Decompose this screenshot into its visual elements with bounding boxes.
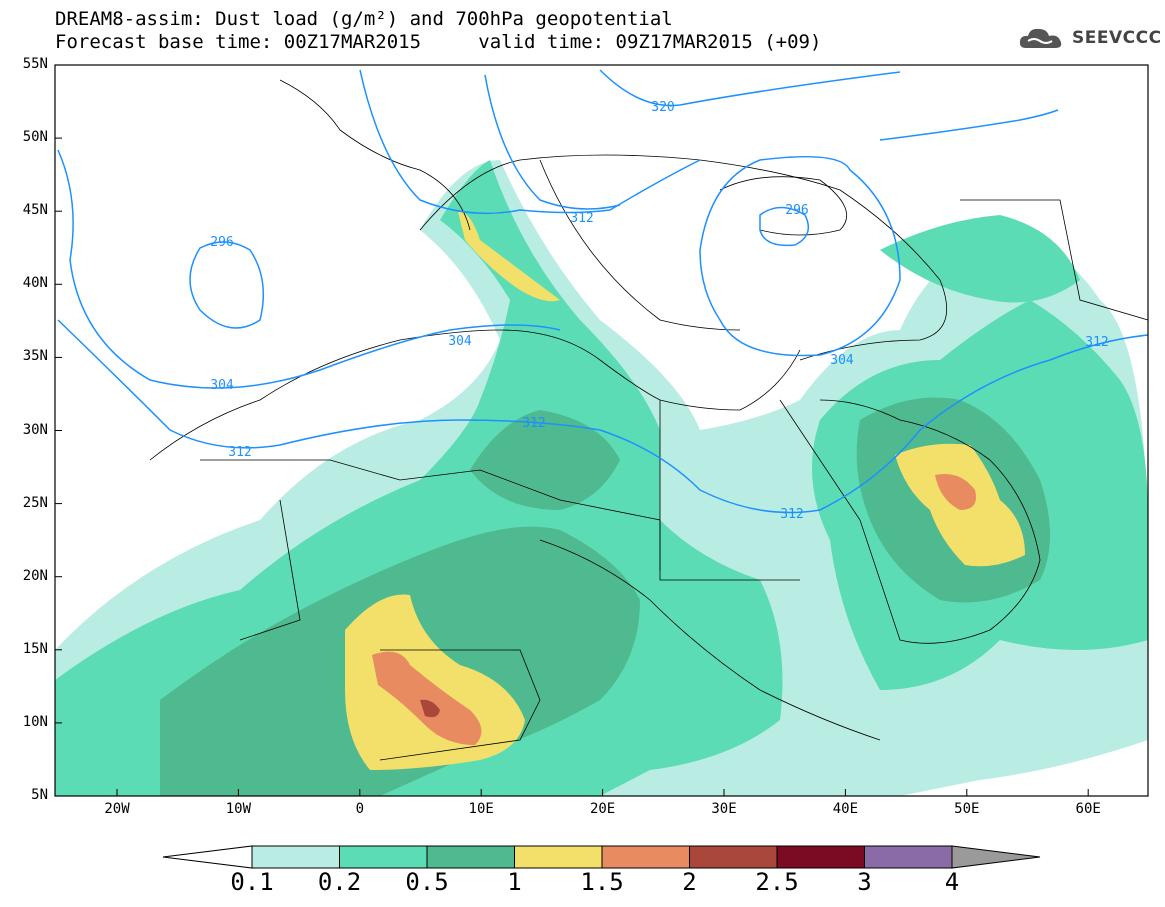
axis-ticks <box>55 64 1089 797</box>
map-title-block: DREAM8-assim: Dust load (g/m²) and 700hP… <box>55 8 821 54</box>
dust-region-dark-sahara <box>470 410 620 510</box>
contour-label: 312 <box>780 507 803 522</box>
latitude-label: 40N <box>22 275 48 292</box>
longitude-label: 0 <box>355 801 365 817</box>
contour-312-north <box>359 69 701 215</box>
colorbar-box <box>339 845 428 869</box>
contour-label: 320 <box>651 100 674 115</box>
contour-312-main <box>57 319 1148 514</box>
latitude-label: 10N <box>22 713 48 730</box>
dust-region-orange-africa <box>372 651 482 745</box>
longitude-label: 20E <box>589 801 616 817</box>
latitude-label: 25N <box>22 494 48 511</box>
longitude-label: 60E <box>1075 801 1101 817</box>
longitude-label: 50E <box>954 801 980 817</box>
latitude-label: 45N <box>22 202 48 219</box>
colorbar-box <box>864 845 953 869</box>
colorbar-label: 2 <box>682 868 697 896</box>
latitude-label: 50N <box>22 129 48 146</box>
contour-label: 296 <box>785 203 808 218</box>
contour-label: 304 <box>210 378 234 393</box>
dust-region-orange-arabia <box>935 474 976 510</box>
contour-label: 304 <box>448 334 472 349</box>
latitude-label: 20N <box>22 567 48 584</box>
colorbar-boxes <box>251 845 953 869</box>
longitude-label: 10E <box>468 801 494 817</box>
contour-320 <box>599 69 901 107</box>
contour-labels: 296 304 304 304 312 312 312 312 312 320 … <box>210 100 1108 522</box>
longitude-label: 40E <box>832 801 859 817</box>
contour-304-west <box>57 149 561 389</box>
contour-label: 304 <box>830 353 854 368</box>
colorbar-label: 1.5 <box>580 868 624 896</box>
longitude-label: 10W <box>225 801 252 817</box>
colorbar-label: 3 <box>857 868 872 896</box>
cloud-logo-icon <box>1019 28 1062 48</box>
geopotential-contours <box>57 69 1148 514</box>
contour-304-central <box>484 74 621 210</box>
colorbar-box <box>776 845 865 869</box>
latitude-label: 15N <box>22 640 48 657</box>
longitude-label: 20W <box>104 801 130 817</box>
colorbar-box <box>689 845 778 869</box>
contour-312-northeast <box>879 109 1059 141</box>
latitude-label: 35N <box>22 348 48 365</box>
latitude-label: 5N <box>31 787 48 803</box>
contour-296-east <box>759 206 810 247</box>
contour-label: 312 <box>522 416 545 431</box>
colorbar-box <box>601 845 690 869</box>
colorbar-box <box>514 845 603 869</box>
colorbar <box>162 845 1041 869</box>
forecast-base-time: Forecast base time: 00Z17MAR2015 <box>55 31 422 53</box>
contour-304-east <box>699 155 901 357</box>
latitude-label: 30N <box>22 421 48 438</box>
seevccc-logo: SEEVCCC <box>1018 24 1162 52</box>
colorbar-label: 4 <box>944 868 960 896</box>
dust-region-brown-africa <box>420 699 440 718</box>
dust-region-medium-caucasus <box>880 215 1080 303</box>
contour-label: 312 <box>1085 335 1108 350</box>
colorbar-low-arrow <box>162 845 253 869</box>
colorbar-high-arrow <box>951 845 1041 869</box>
longitude-label: 30E <box>711 801 737 817</box>
contour-label: 312 <box>570 211 593 226</box>
contour-label: 296 <box>210 235 233 250</box>
valid-time: valid time: 09Z17MAR2015 (+09) <box>478 31 822 53</box>
colorbar-label: 1 <box>507 868 522 896</box>
map-title: DREAM8-assim: Dust load (g/m²) and 700hP… <box>55 8 673 30</box>
colorbar-label: 0.1 <box>230 868 274 896</box>
colorbar-label: 2.5 <box>755 868 799 896</box>
colorbar-label: 0.5 <box>405 868 449 896</box>
colorbar-box <box>426 845 515 869</box>
dust-fields <box>55 160 1148 796</box>
latitude-label: 55N <box>22 56 48 72</box>
contour-label: 312 <box>228 445 251 460</box>
country-borders <box>149 79 1148 761</box>
logo-text: SEEVCCC <box>1072 28 1162 48</box>
dust-region-yellow-italy <box>458 211 560 302</box>
contour-296-west <box>189 241 265 329</box>
colorbar-box <box>251 845 340 869</box>
colorbar-label: 0.2 <box>317 868 362 896</box>
